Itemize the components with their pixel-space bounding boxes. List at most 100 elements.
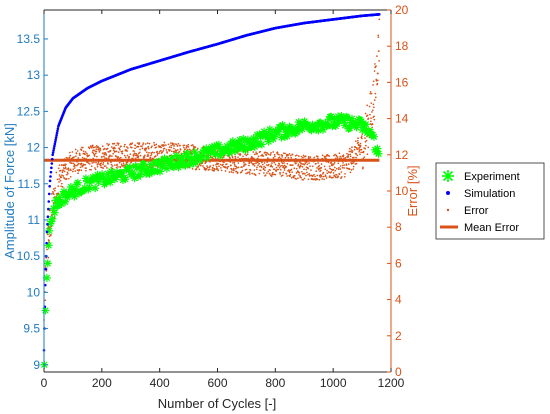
error-point (248, 164, 250, 167)
error-point (96, 155, 98, 158)
error-point (95, 148, 98, 150)
error-point (372, 84, 374, 86)
error-point (62, 169, 64, 171)
error-point (348, 147, 351, 150)
error-point (273, 153, 276, 156)
error-point (112, 149, 115, 152)
error-point (94, 146, 97, 148)
error-point (309, 174, 311, 177)
error-point (263, 165, 265, 168)
error-point (154, 155, 157, 158)
error-point (303, 168, 305, 171)
error-point (98, 149, 100, 151)
error-point (328, 165, 331, 168)
error-point (341, 166, 344, 169)
error-point (364, 137, 366, 139)
error-point (263, 169, 266, 171)
error-point (356, 148, 359, 151)
error-point (74, 164, 76, 167)
legend-marker-experiment (442, 170, 454, 182)
error-point (108, 143, 110, 146)
error-point (255, 162, 258, 164)
error-point (137, 155, 140, 158)
error-point (335, 167, 338, 170)
error-point (212, 167, 214, 169)
error-point (195, 167, 198, 170)
error-point (295, 172, 298, 174)
error-point (343, 164, 346, 166)
error-point (312, 178, 315, 181)
error-point (294, 154, 297, 157)
error-point (50, 233, 52, 236)
error-point (123, 145, 126, 148)
error-point (236, 171, 239, 174)
error-point (167, 143, 170, 146)
error-point (53, 193, 55, 196)
error-point (356, 139, 359, 142)
error-point (217, 162, 220, 165)
error-point (234, 155, 237, 158)
error-point (357, 141, 360, 144)
error-point (373, 118, 376, 121)
error-point (306, 163, 309, 166)
error-point (300, 155, 303, 158)
error-point (335, 173, 338, 176)
error-point (361, 137, 363, 140)
error-point (64, 164, 67, 167)
error-point (373, 115, 375, 118)
error-point (111, 165, 114, 167)
error-point (212, 164, 215, 167)
error-point (150, 153, 153, 155)
error-point (373, 70, 376, 72)
error-point (97, 162, 100, 164)
error-point (68, 157, 71, 159)
error-point (325, 155, 327, 158)
error-point (130, 146, 133, 149)
error-point (280, 175, 283, 177)
error-point (267, 153, 270, 156)
error-point (262, 167, 265, 170)
error-point (84, 151, 87, 153)
error-point (139, 148, 141, 151)
error-point (62, 167, 65, 169)
x-tick-label: 0 (41, 376, 48, 390)
error-point (305, 168, 308, 171)
error-point (248, 173, 251, 175)
error-point (124, 143, 126, 146)
error-point (117, 142, 120, 145)
error-point (344, 172, 346, 175)
error-point (217, 168, 219, 171)
error-point (139, 151, 141, 154)
error-point (288, 169, 290, 171)
experiment-point (80, 183, 89, 192)
error-point (360, 135, 363, 137)
error-point (66, 168, 68, 171)
simulation-point (53, 142, 57, 146)
error-point (85, 169, 87, 172)
error-point (283, 164, 286, 167)
simulation-point (54, 136, 58, 139)
experiment-point (264, 137, 273, 146)
error-point (95, 144, 98, 147)
error-point (322, 175, 325, 178)
experiment-point (345, 124, 354, 133)
error-point (266, 152, 269, 154)
error-point (76, 169, 79, 171)
experiment-point (73, 178, 82, 187)
error-point (94, 168, 97, 171)
error-point (142, 142, 145, 145)
error-point (148, 142, 151, 145)
error-point (52, 191, 54, 193)
error-point (366, 153, 369, 156)
simulation-point (51, 151, 55, 154)
error-point (151, 151, 154, 154)
error-point (364, 144, 367, 147)
error-point (370, 102, 373, 105)
simulation-point (56, 129, 59, 133)
x-tick-label: 600 (207, 376, 227, 390)
error-point (236, 166, 238, 169)
error-point (94, 152, 97, 155)
error-point (261, 161, 263, 164)
error-point (274, 173, 277, 176)
error-point (118, 147, 121, 150)
